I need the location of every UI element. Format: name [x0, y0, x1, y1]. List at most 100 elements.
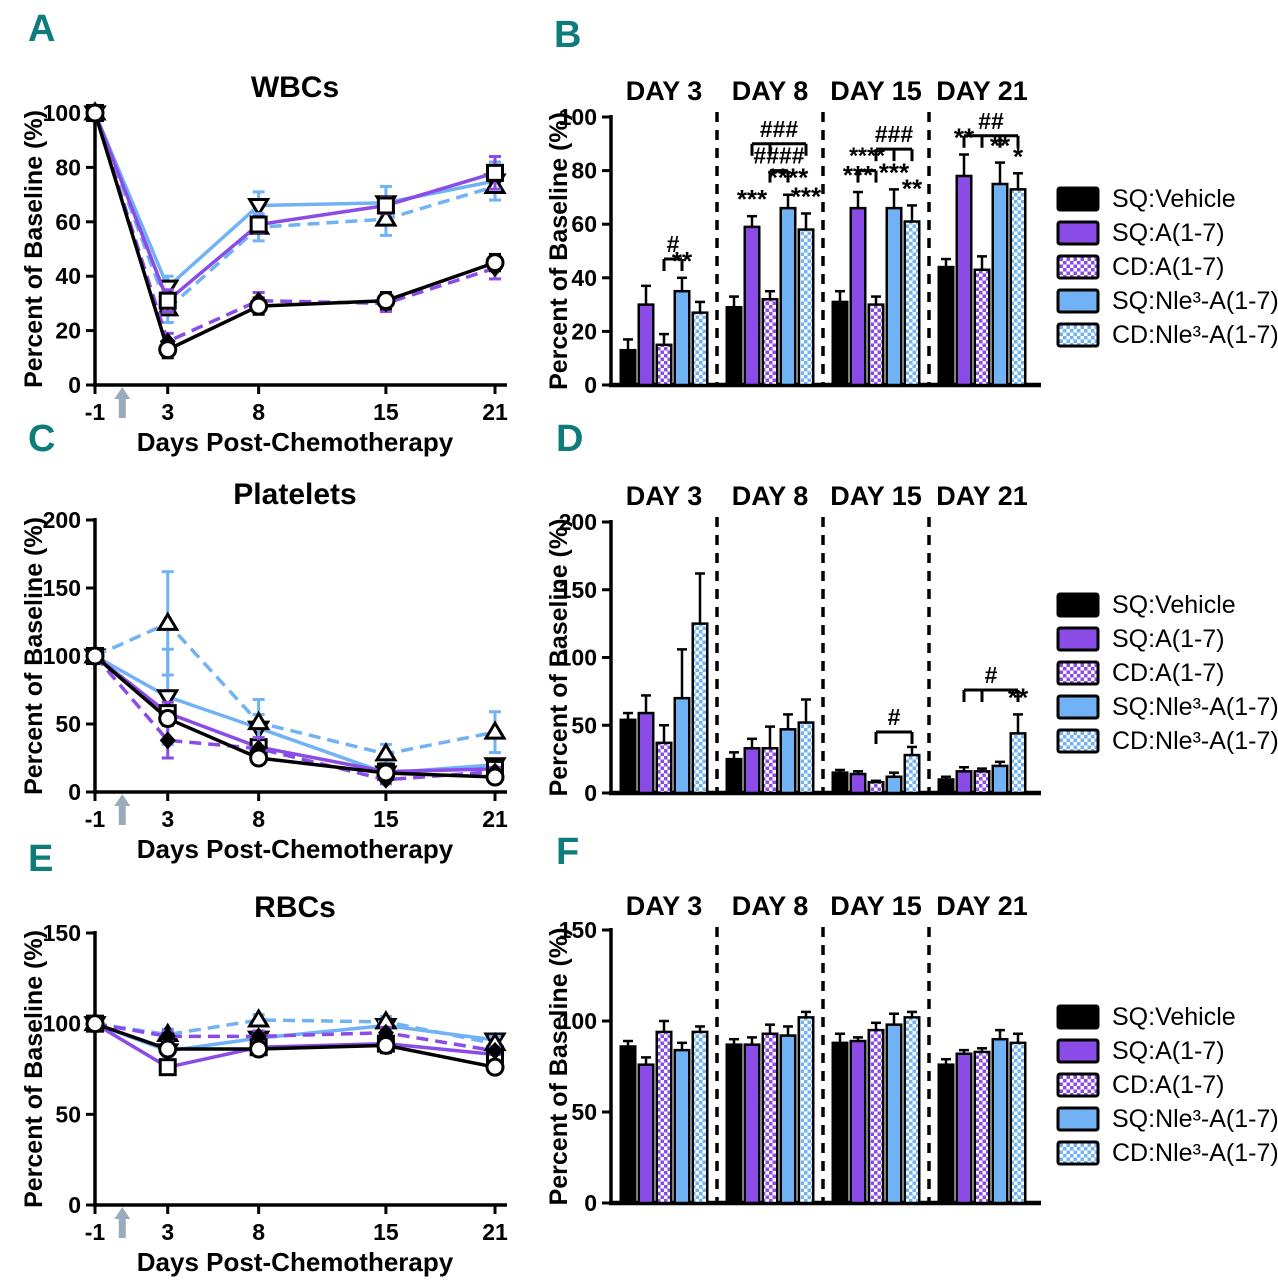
svg-text:0: 0 — [584, 780, 597, 806]
svg-text:200: 200 — [43, 507, 81, 533]
legend-item-sq-vehicle: SQ:Vehicle — [1056, 182, 1278, 216]
svg-text:8: 8 — [252, 806, 265, 832]
svg-text:-1: -1 — [85, 806, 106, 832]
svg-text:50: 50 — [571, 1099, 597, 1125]
legend-swatch-icon — [1056, 694, 1100, 720]
svg-text:***: *** — [791, 181, 822, 211]
legend-label: CD:A(1-7) — [1112, 252, 1225, 281]
svg-text:3: 3 — [161, 399, 174, 425]
svg-text:-1: -1 — [85, 399, 106, 425]
legend-item-cd-nle-a-1-7: CD:Nle³-A(1-7) — [1056, 318, 1278, 352]
y-axis-label: Percent of Baseline (%) — [20, 517, 48, 795]
bars-cd-a-1-7 — [655, 724, 991, 795]
svg-text:0: 0 — [584, 372, 597, 398]
bars-cd-nle-a-1-7 — [691, 172, 1027, 387]
legend-item-cd-nle-a-1-7: CD:Nle³-A(1-7) — [1056, 1136, 1278, 1170]
svg-text:****: **** — [849, 143, 885, 169]
legend-item-sq-a-1-7: SQ:A(1-7) — [1056, 622, 1278, 656]
bars-sq-vehicle — [619, 1032, 955, 1205]
group-label: DAY 8 — [732, 481, 809, 511]
legend-label: CD:Nle³-A(1-7) — [1112, 1138, 1278, 1167]
svg-text:21: 21 — [482, 806, 508, 832]
legend-label: SQ:Nle³-A(1-7) — [1112, 286, 1278, 315]
svg-text:#: # — [667, 231, 680, 257]
legend-item-cd-a-1-7: CD:A(1-7) — [1056, 656, 1278, 690]
bars-cd-nle-a-1-7 — [691, 572, 1027, 795]
panel-d-letter: D — [556, 418, 584, 460]
significance-annotations: **## — [874, 662, 1029, 745]
legend-item-sq-vehicle: SQ:Vehicle — [1056, 588, 1278, 622]
bars-cd-a-1-7 — [655, 1019, 991, 1205]
svg-text:100: 100 — [43, 1011, 81, 1037]
legend-swatch-icon — [1056, 660, 1100, 686]
legend-item-sq-a-1-7: SQ:A(1-7) — [1056, 216, 1278, 250]
legend-label: SQ:Vehicle — [1112, 1002, 1236, 1031]
group-label: DAY 8 — [732, 891, 809, 921]
svg-text:0: 0 — [68, 372, 81, 398]
legend-platelets: SQ:Vehicle SQ:A(1-7) CD:A(1-7) SQ:Nle³-A(1-… — [1056, 588, 1278, 758]
group-label: DAY 3 — [626, 481, 703, 511]
legend-label: SQ:A(1-7) — [1112, 624, 1225, 653]
bars-cd-a-1-7 — [655, 255, 991, 387]
group-label: DAY 3 — [626, 76, 703, 106]
bars-sq-nle-a-1-7 — [673, 1012, 1009, 1205]
svg-text:3: 3 — [161, 1219, 174, 1245]
series-sq-a-1-7 — [86, 647, 504, 781]
legend-swatch-icon — [1056, 254, 1100, 280]
legend-label: SQ:Vehicle — [1112, 590, 1236, 619]
legend-label: CD:A(1-7) — [1112, 1070, 1225, 1099]
y-axis-label: Percent of Baseline (%) — [545, 112, 573, 390]
svg-text:15: 15 — [373, 399, 399, 425]
legend-swatch-icon — [1056, 1072, 1100, 1098]
group-label: DAY 21 — [936, 481, 1028, 511]
legend-label: SQ:A(1-7) — [1112, 1036, 1225, 1065]
svg-text:20: 20 — [571, 318, 597, 344]
chart-title: WBCs — [251, 71, 339, 104]
bars-sq-nle-a-1-7 — [673, 648, 1009, 795]
svg-text:8: 8 — [252, 399, 265, 425]
svg-text:60: 60 — [55, 209, 81, 235]
svg-text:100: 100 — [559, 1008, 597, 1034]
chart-title: RBCs — [254, 891, 336, 924]
svg-text:100: 100 — [559, 645, 597, 671]
legend-wbc: SQ:Vehicle SQ:A(1-7) CD:A(1-7) SQ:Nle³-A(1-… — [1056, 182, 1278, 352]
legend-item-sq-nle-a-1-7: SQ:Nle³-A(1-7) — [1056, 284, 1278, 318]
svg-text:***: *** — [737, 184, 768, 214]
legend-swatch-icon — [1056, 1038, 1100, 1064]
series-sq-vehicle — [85, 103, 505, 360]
legend-swatch-icon — [1056, 1140, 1100, 1166]
group-label: DAY 21 — [936, 891, 1028, 921]
series-sq-nle-a-1-7 — [83, 1016, 507, 1063]
rbc-line-chart: -1 3 8 15 21 0 50 100 150 RBCs Days Post-Chemother… — [20, 891, 508, 1277]
svg-text:21: 21 — [482, 1219, 508, 1245]
group-label: DAY 21 — [936, 76, 1028, 106]
svg-text:###: ### — [760, 116, 799, 142]
legend-item-sq-nle-a-1-7: SQ:Nle³-A(1-7) — [1056, 1102, 1278, 1136]
y-axis-label: Percent of Baseline (%) — [20, 110, 48, 388]
legend-label: SQ:A(1-7) — [1112, 218, 1225, 247]
chemo-arrow-icon — [114, 387, 131, 418]
chart-title: Platelets — [233, 478, 356, 511]
axes: -1 3 8 15 21 0 20 40 60 80 100 WBCs Days Post-Chemot… — [20, 71, 508, 457]
svg-text:8: 8 — [252, 1219, 265, 1245]
svg-text:#: # — [985, 662, 998, 688]
y-axis-label: Percent of Baseline (%) — [545, 928, 573, 1206]
series-cd-nle-a-1-7 — [83, 570, 507, 765]
svg-text:***: *** — [879, 157, 910, 187]
axes: -1 3 8 15 21 0 50 100 150 200 Platelets Days Post-C… — [20, 478, 508, 864]
x-axis-label: Days Post-Chemotherapy — [137, 834, 454, 864]
legend-swatch-icon — [1056, 626, 1100, 652]
platelets-line-chart: -1 3 8 15 21 0 50 100 150 200 Platelets Days Post-C… — [20, 478, 508, 864]
svg-text:50: 50 — [55, 1101, 81, 1127]
svg-text:0: 0 — [68, 779, 81, 805]
svg-text:100: 100 — [43, 643, 81, 669]
group-label: DAY 15 — [830, 76, 922, 106]
axes: DAY 3 DAY 8 DAY 15 DAY 21 0 20 40 60 80 100Percen… — [545, 76, 1041, 398]
svg-text:80: 80 — [571, 158, 597, 184]
svg-text:15: 15 — [373, 806, 399, 832]
bars-sq-nle-a-1-7 — [673, 161, 1009, 387]
axes: -1 3 8 15 21 0 50 100 150 RBCs Days Post-Chemother… — [20, 891, 508, 1277]
legend-item-cd-nle-a-1-7: CD:Nle³-A(1-7) — [1056, 724, 1278, 758]
legend-swatch-icon — [1056, 1004, 1100, 1030]
